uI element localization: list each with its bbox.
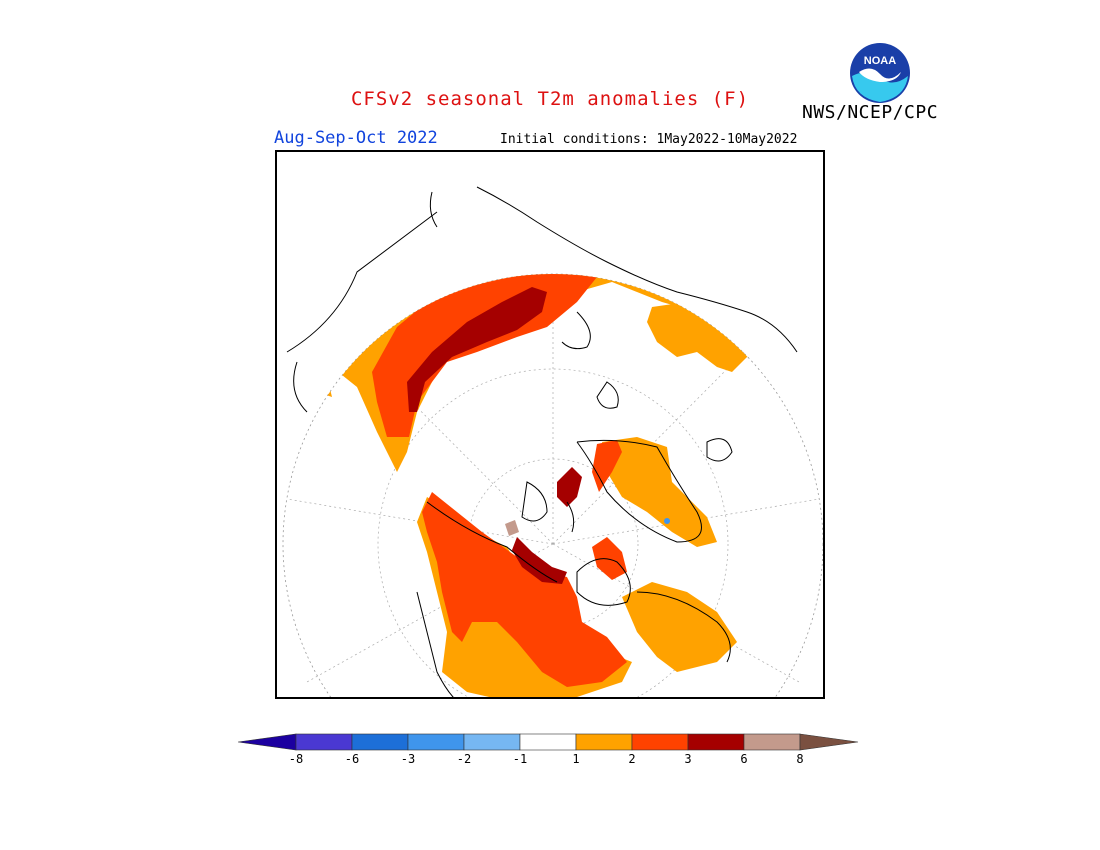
legend-label: -3 <box>400 752 416 766</box>
legend-arrow-low <box>237 733 297 751</box>
anomaly-region-plus3-baffin <box>557 467 582 507</box>
legend-swatch <box>631 733 689 751</box>
initial-conditions-label: Initial conditions: 1May2022-10May2022 <box>500 132 798 147</box>
season-label: Aug-Sep-Oct 2022 <box>274 128 438 148</box>
legend-swatch <box>575 733 633 751</box>
legend-swatch <box>295 733 353 751</box>
anomaly-region-plus1-europe <box>647 302 787 372</box>
anomaly-region-plus1-canada-east <box>622 582 737 672</box>
anomaly-region-plus3-north-america <box>512 537 567 584</box>
coastlines <box>286 186 798 697</box>
legend-label: -8 <box>288 752 304 766</box>
legend-swatch <box>743 733 801 751</box>
chart-title: CFSv2 seasonal T2m anomalies (F) <box>350 88 750 110</box>
anomaly-region-plus2-canada-east <box>592 537 627 580</box>
legend-label: -1 <box>512 752 528 766</box>
polar-map <box>275 150 825 699</box>
anomaly-region-plus2-greenland <box>592 440 622 492</box>
legend-label: 3 <box>684 752 692 766</box>
legend-label: 6 <box>740 752 748 766</box>
color-legend <box>237 732 862 756</box>
legend-label: 2 <box>628 752 636 766</box>
agency-label: NWS/NCEP/CPC <box>802 102 939 123</box>
legend-label: -6 <box>344 752 360 766</box>
legend-swatch <box>407 733 465 751</box>
legend-label: 8 <box>796 752 804 766</box>
legend-arrow-high <box>799 733 859 751</box>
noaa-logo: NOAA <box>849 42 911 104</box>
minus-anomaly-dot <box>664 518 670 524</box>
legend-label: 1 <box>572 752 580 766</box>
anomaly-region-plus1-greenland <box>602 437 717 547</box>
legend-label: -2 <box>456 752 472 766</box>
anomaly-region-plus2-north-america <box>422 492 627 687</box>
anomaly-region-plus6 <box>505 520 519 536</box>
legend-swatch <box>519 733 577 751</box>
latitude-circle <box>377 368 729 697</box>
anomaly-region-plus1-west-coast <box>302 362 332 397</box>
legend-swatch <box>687 733 745 751</box>
logo-text: NOAA <box>864 55 896 67</box>
legend-swatch <box>351 733 409 751</box>
anomaly-region-plus3-eurasia <box>407 287 547 412</box>
legend-swatch <box>463 733 521 751</box>
